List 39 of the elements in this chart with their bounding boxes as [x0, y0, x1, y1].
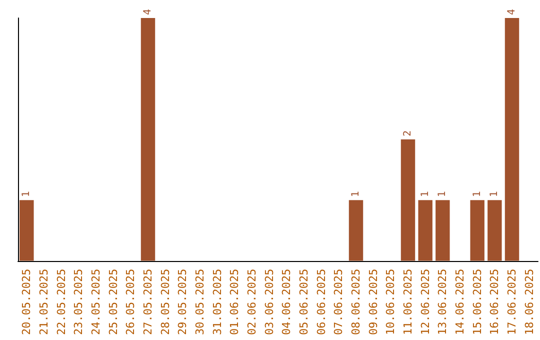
data-label: 1 — [489, 191, 500, 198]
data-label: 4 — [142, 8, 154, 15]
x-tick-label: 26.05.2025 — [124, 268, 138, 336]
x-tick-label: 09.06.2025 — [366, 268, 380, 336]
x-tick-label: 21.05.2025 — [38, 268, 50, 336]
x-tick-label: 17.06.2025 — [506, 268, 518, 336]
x-tick-label: 25.05.2025 — [106, 268, 120, 336]
x-tick-label: 01.06.2025 — [228, 268, 242, 336]
x-tick-label: 06.06.2025 — [314, 268, 328, 336]
x-tick-label: 07.06.2025 — [332, 268, 346, 336]
x-tick-label: 12.06.2025 — [418, 268, 432, 336]
data-label: 1 — [350, 191, 362, 198]
x-tick-label: 27.05.2025 — [142, 268, 154, 336]
x-tick-label: 02.06.2025 — [246, 268, 258, 336]
x-tick-label: 13.06.2025 — [436, 268, 450, 336]
x-tick-label: 11.06.2025 — [402, 268, 414, 336]
x-tick-label: 29.05.2025 — [176, 268, 190, 336]
x-tick-label: 22.05.2025 — [54, 268, 68, 336]
data-label: 1 — [472, 191, 483, 198]
data-label: 4 — [506, 8, 518, 15]
x-tick-label: 24.05.2025 — [90, 268, 102, 336]
x-tick-label: 03.06.2025 — [262, 268, 276, 336]
data-label: 1 — [21, 191, 32, 198]
x-tick-label: 20.05.2025 — [20, 268, 34, 336]
x-tick-label: 30.05.2025 — [194, 268, 206, 336]
data-label: 2 — [402, 130, 414, 136]
data-label: 1 — [420, 191, 431, 198]
x-tick-label: 15.06.2025 — [470, 268, 484, 336]
x-tick-label: 28.05.2025 — [158, 268, 172, 336]
x-tick-label: 31.05.2025 — [210, 268, 224, 336]
x-tick-label: 14.06.2025 — [454, 268, 466, 336]
x-tick-label: 05.06.2025 — [298, 268, 310, 336]
data-label: 1 — [437, 191, 448, 198]
x-tick-label: 16.06.2025 — [488, 268, 502, 336]
x-tick-label: 08.06.2025 — [350, 268, 362, 336]
x-tick-label: 23.05.2025 — [72, 268, 86, 336]
x-tick-label: 04.06.2025 — [280, 268, 294, 336]
x-tick-label: 18.06.2025 — [522, 268, 536, 336]
x-tick-label: 10.06.2025 — [384, 268, 398, 336]
